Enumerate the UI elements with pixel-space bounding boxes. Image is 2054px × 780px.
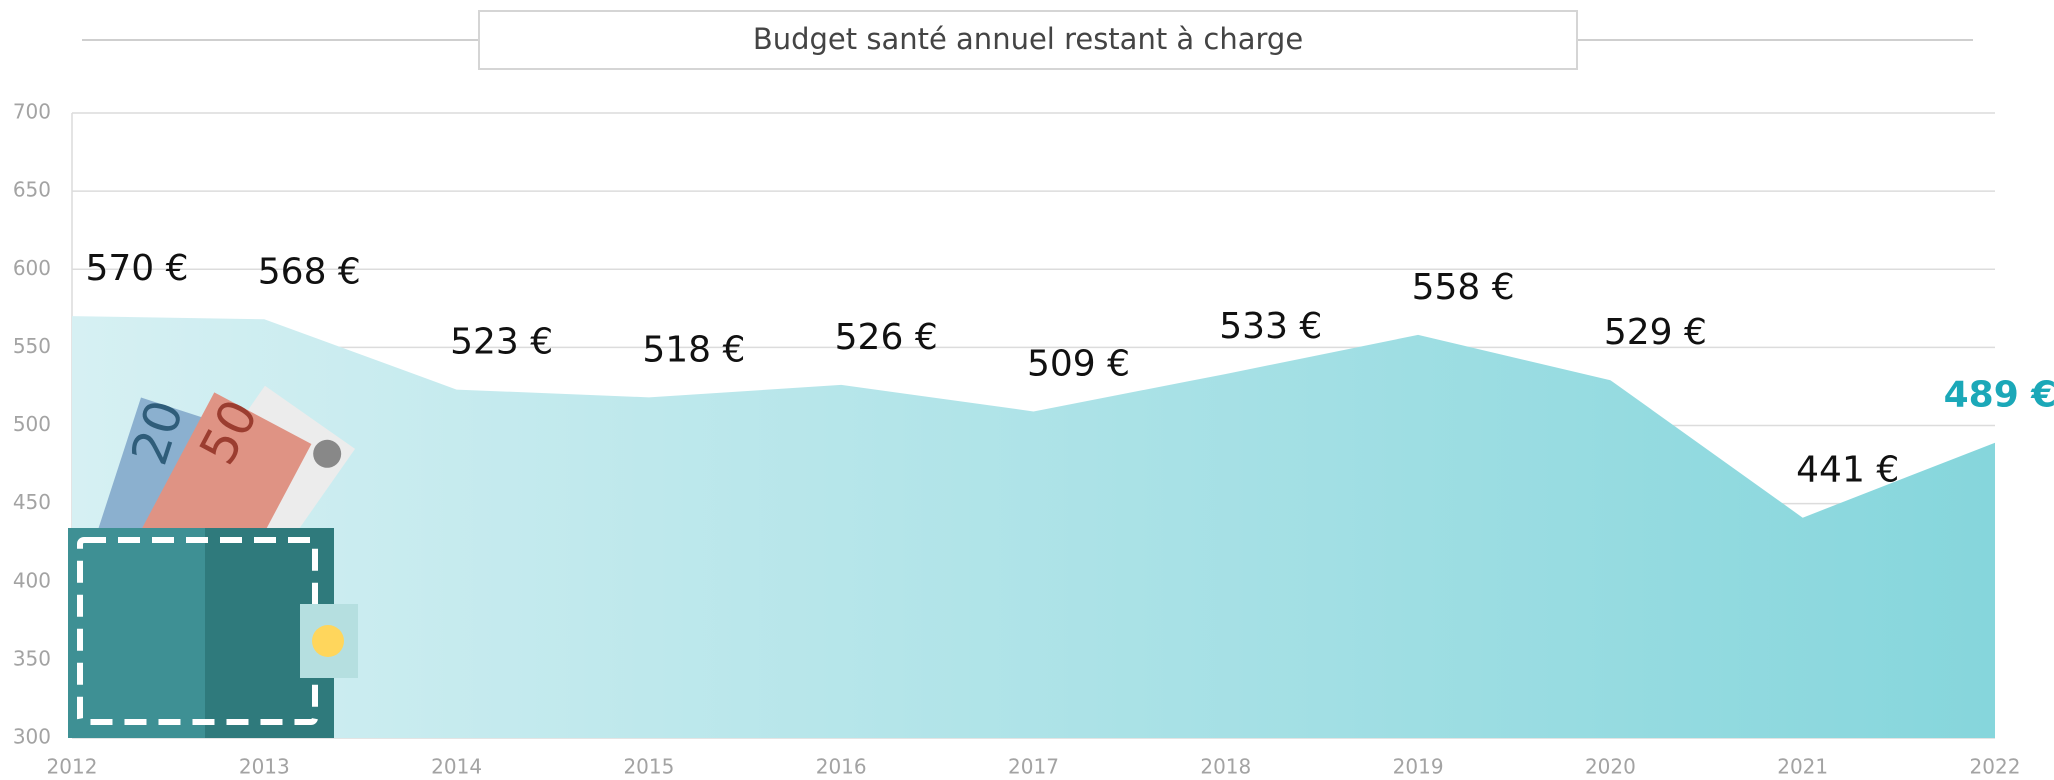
y-tick-label: 400 — [13, 568, 51, 592]
x-tick-label: 2022 — [1970, 755, 2021, 779]
x-tick-label: 2021 — [1777, 755, 1828, 779]
x-tick-label: 2014 — [431, 755, 482, 779]
y-tick-label: 450 — [13, 490, 51, 514]
value-label: 570 € — [85, 248, 188, 289]
y-tick-label: 300 — [13, 725, 51, 749]
value-label: 441 € — [1796, 450, 1899, 491]
chart-title: Budget santé annuel restant à charge — [753, 22, 1303, 56]
value-label: 568 € — [258, 251, 361, 292]
chart: 300 350 400 450 500 550 600 650 700 2012 2013 2014 2… — [0, 0, 2054, 780]
value-label: 558 € — [1412, 267, 1515, 308]
value-label: 523 € — [450, 322, 553, 363]
value-label: 489 € — [1944, 375, 2054, 416]
x-tick-label: 2012 — [47, 755, 98, 779]
value-label: 509 € — [1027, 343, 1130, 384]
x-tick-label: 2016 — [816, 755, 867, 779]
value-label: 518 € — [642, 329, 745, 370]
y-tick-label: 500 — [13, 412, 51, 436]
x-tick-label: 2017 — [1008, 755, 1059, 779]
x-tick-label: 2015 — [623, 755, 674, 779]
x-tick-label: 2019 — [1393, 755, 1444, 779]
x-tick-label: 2020 — [1585, 755, 1636, 779]
value-label: 533 € — [1219, 306, 1322, 347]
y-tick-label: 350 — [13, 646, 51, 670]
value-label: 526 € — [835, 317, 938, 358]
x-tick-label: 2013 — [239, 755, 290, 779]
y-tick-label: 650 — [13, 178, 51, 202]
value-label: 529 € — [1604, 312, 1707, 353]
y-tick-label: 600 — [13, 256, 51, 280]
y-tick-label: 700 — [13, 100, 51, 124]
y-tick-label: 550 — [13, 334, 51, 358]
x-tick-label: 2018 — [1200, 755, 1251, 779]
